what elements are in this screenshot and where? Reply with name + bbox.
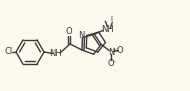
Text: O: O (108, 59, 115, 68)
Text: N: N (78, 31, 85, 40)
Text: +: + (112, 47, 117, 52)
Text: l: l (110, 16, 112, 22)
Text: NH: NH (50, 50, 62, 59)
Text: O: O (117, 46, 124, 55)
Text: N: N (108, 48, 114, 57)
Text: :: : (115, 48, 117, 54)
Text: NH: NH (101, 25, 114, 34)
Text: Cl: Cl (5, 48, 13, 57)
Text: O: O (66, 27, 72, 36)
Text: ⁻: ⁻ (112, 61, 116, 67)
